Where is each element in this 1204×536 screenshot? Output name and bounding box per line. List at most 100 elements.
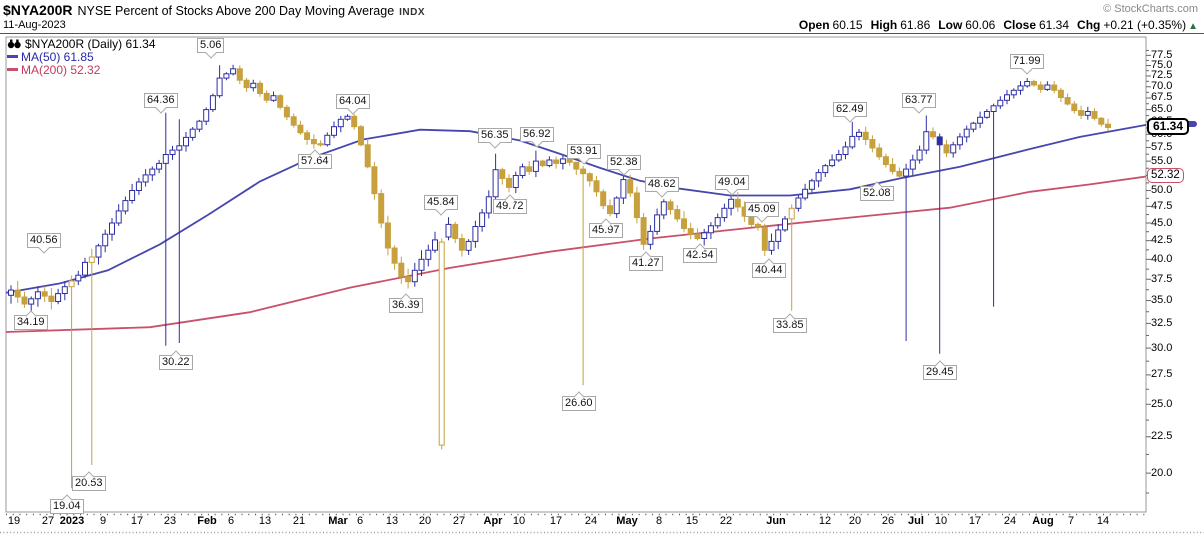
high-value: 61.86 xyxy=(900,18,931,32)
annotation-callout: 40.56 xyxy=(27,233,61,248)
x-axis-label: 23 xyxy=(163,515,177,527)
open-value: 60.15 xyxy=(832,18,863,32)
x-axis-label: 17 xyxy=(968,515,982,527)
x-axis-label: 20 xyxy=(848,515,862,527)
annotation-callout: 71.99 xyxy=(1010,54,1044,69)
annotation-callout: 42.54 xyxy=(683,248,717,263)
ma200-line xyxy=(5,175,1147,333)
annotation-callout: 30.22 xyxy=(159,355,193,370)
legend-price-label: $NYA200R (Daily) 61.34 xyxy=(25,36,156,51)
y-axis-label: 40.0 xyxy=(1151,252,1173,265)
x-axis-label: 26 xyxy=(881,515,895,527)
open-label: Open xyxy=(798,18,830,32)
chart-date: 11-Aug-2023 xyxy=(3,19,66,31)
x-axis-label: Jul xyxy=(908,515,924,527)
y-axis-label: 67.5 xyxy=(1151,91,1173,104)
x-axis-label: 20 xyxy=(418,515,432,527)
annotation-callout: 20.53 xyxy=(72,476,106,491)
y-axis-label: 77.5 xyxy=(1151,48,1173,61)
y-axis-label: 42.5 xyxy=(1151,234,1173,247)
annotation-callout: 53.91 xyxy=(567,144,601,159)
chart-title-row: $NYA200R NYSE Percent of Stocks Above 200… xyxy=(3,2,425,20)
annotation-callout: 45.84 xyxy=(424,195,458,210)
legend-row-price: $NYA200R (Daily) 61.34 xyxy=(7,36,156,51)
y-axis-label: 32.5 xyxy=(1151,316,1173,329)
annotation-callout: 36.39 xyxy=(389,298,423,313)
ma50-swatch xyxy=(7,55,18,58)
x-axis-label: 12 xyxy=(818,515,832,527)
x-axis-label: 15 xyxy=(685,515,699,527)
x-axis-label: 10 xyxy=(934,515,948,527)
annotation-callout: 52.08 xyxy=(860,186,894,201)
y-axis-label: 50.0 xyxy=(1151,184,1173,197)
ma200-axis-box: 52.32 xyxy=(1147,168,1184,184)
chg-label: Chg xyxy=(1077,18,1101,32)
x-axis-label: Jun xyxy=(766,515,786,527)
stockcharts-watermark: © StockCharts.com xyxy=(1103,3,1198,15)
y-axis-label: 37.5 xyxy=(1151,272,1173,285)
annotation-callout: 41.27 xyxy=(629,256,663,271)
y-axis-label: 65.0 xyxy=(1151,103,1173,116)
annotation-callout: 48.62 xyxy=(645,177,679,192)
chart-legend: $NYA200R (Daily) 61.34 MA(50) 61.85 MA(2… xyxy=(7,36,156,77)
y-axis-label: 22.5 xyxy=(1151,430,1173,443)
close-label: Close xyxy=(1003,18,1036,32)
plot-frame xyxy=(5,36,1147,513)
legend-row-ma200: MA(200) 52.32 xyxy=(7,63,156,77)
annotation-callout: 64.36 xyxy=(144,93,178,108)
low-label: Low xyxy=(938,18,963,32)
x-axis-label: 13 xyxy=(258,515,272,527)
y-axis-label: 70.0 xyxy=(1151,80,1173,93)
annotation-callout: 56.35 xyxy=(478,128,512,143)
x-axis-label: Aug xyxy=(1032,515,1054,527)
y-axis-label: 45.0 xyxy=(1151,216,1173,229)
low-value: 60.06 xyxy=(965,18,996,32)
x-axis-label: 17 xyxy=(549,515,563,527)
y-axis-label: 30.0 xyxy=(1151,341,1173,354)
annotation-callout: 49.04 xyxy=(715,175,749,190)
binoculars-icon xyxy=(7,39,21,49)
legend-row-ma50: MA(50) 61.85 xyxy=(7,50,156,64)
annotation-callout: 40.44 xyxy=(752,263,786,278)
annotation-callout: 56.92 xyxy=(520,127,554,142)
annotation-callout: 34.19 xyxy=(14,315,48,330)
x-axis-label: 9 xyxy=(99,515,107,527)
y-axis-label: 75.0 xyxy=(1151,58,1173,71)
change-up-arrow-icon: ▲ xyxy=(1188,21,1198,32)
y-axis-label: 72.5 xyxy=(1151,69,1173,82)
x-axis-label: 14 xyxy=(1096,515,1110,527)
last-price-axis-box: 61.34 xyxy=(1147,117,1190,135)
y-axis-label: 35.0 xyxy=(1151,294,1173,307)
x-axis-label: Mar xyxy=(328,515,348,527)
x-axis-label: 24 xyxy=(1003,515,1017,527)
annotation-callout: 5.06 xyxy=(197,38,225,53)
x-axis-label: 24 xyxy=(584,515,598,527)
y-axis-label: 57.5 xyxy=(1151,140,1173,153)
x-axis-label: 2023 xyxy=(59,515,85,527)
header-divider xyxy=(0,33,1204,34)
x-axis-label: 6 xyxy=(227,515,235,527)
annotation-callout: 33.85 xyxy=(773,318,807,333)
y-axis-label: 25.0 xyxy=(1151,397,1173,410)
y-axis-label: 27.5 xyxy=(1151,368,1173,381)
x-axis-label: 17 xyxy=(130,515,144,527)
ohlc-quote-row: Open 60.15 High 61.86 Low 60.06 Close 61.34 Chg +… xyxy=(799,18,1198,32)
ma50-line xyxy=(5,124,1147,294)
symbol-label: $NYA200R xyxy=(3,2,73,18)
annotation-callout: 63.77 xyxy=(902,93,936,108)
x-axis-label: 10 xyxy=(512,515,526,527)
candles-layer xyxy=(8,64,1111,489)
y-axis-label: 47.5 xyxy=(1151,199,1173,212)
y-axis-label: 55.0 xyxy=(1151,154,1173,167)
annotation-callout: 26.60 xyxy=(562,396,596,411)
annotation-callout: 49.72 xyxy=(493,199,527,214)
annotation-callout: 62.49 xyxy=(833,102,867,117)
exchange-label: INDX xyxy=(399,7,426,18)
x-axis-label: Feb xyxy=(197,515,217,527)
x-axis-label: 22 xyxy=(719,515,733,527)
y-axis-label: 20.0 xyxy=(1151,466,1173,479)
x-axis-label: 27 xyxy=(41,515,55,527)
ma200-swatch xyxy=(7,68,18,71)
